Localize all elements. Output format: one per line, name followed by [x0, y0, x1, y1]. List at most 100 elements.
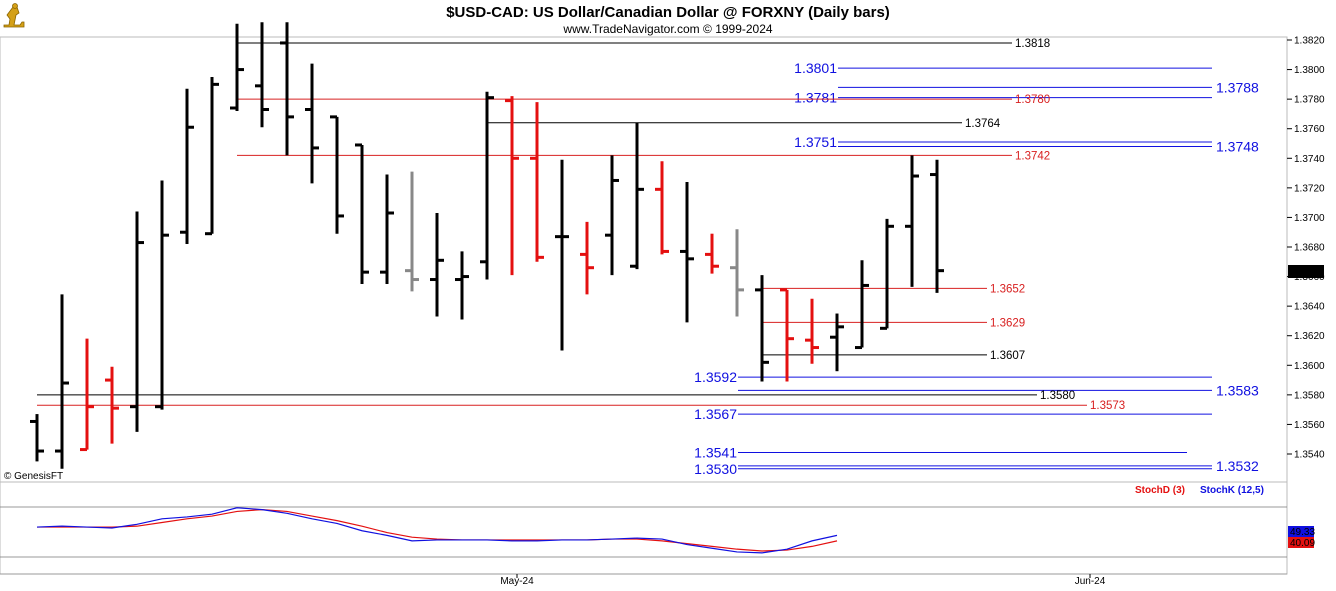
ohlc-bar: [905, 155, 919, 287]
price-level: 1.3788: [838, 79, 1259, 95]
ohlc-bar: [405, 171, 419, 292]
level-label: 1.3652: [990, 283, 1025, 295]
y-tick-label: 1.3580: [1294, 390, 1325, 401]
level-label: 1.3530: [694, 461, 737, 477]
ohlc-bar: [730, 229, 744, 317]
level-label: 1.3567: [694, 406, 737, 422]
stochd-value-box: [1288, 537, 1314, 548]
level-label: 1.3541: [694, 445, 737, 461]
ohlc-bars: [30, 22, 944, 469]
ohlc-bar: [680, 181, 694, 323]
price-level: 1.3573: [37, 400, 1125, 412]
price-panel-frame: [0, 36, 1288, 483]
price-level: 1.3764: [487, 118, 1001, 130]
y-tick-label: 1.3820: [1294, 36, 1325, 47]
price-level: 1.3583: [738, 382, 1259, 398]
y-tick-label: 1.3720: [1294, 183, 1325, 194]
ohlc-bar: [805, 298, 819, 364]
ohlc-bar: [580, 221, 594, 295]
stochk-line: [36, 507, 838, 554]
level-label: 1.3592: [694, 369, 737, 385]
level-label: 1.3532: [1216, 458, 1259, 474]
x-tick-label: May-24: [500, 576, 534, 587]
ohlc-bar: [255, 22, 269, 128]
ohlc-bar: [455, 251, 469, 320]
price-level: 1.3751: [794, 134, 1212, 150]
stochk-legend: StochK (12,5): [1200, 485, 1264, 496]
stochd-value: 40.09: [1290, 538, 1315, 549]
y-tick-label: 1.3620: [1294, 331, 1325, 342]
ohlc-bar: [655, 161, 669, 255]
last-price-box: [1288, 265, 1324, 278]
price-level: 1.3541: [694, 445, 1187, 461]
level-label: 1.3780: [1015, 94, 1050, 106]
x-tick-label: Jun-24: [1075, 576, 1106, 587]
level-label: 1.3607: [990, 350, 1025, 362]
stochk-value-box: [1288, 526, 1314, 537]
level-label: 1.3629: [990, 317, 1025, 329]
ohlc-bar: [305, 63, 319, 184]
y-tick-label: 1.3760: [1294, 124, 1325, 135]
ohlc-bar: [205, 76, 219, 236]
ohlc-bar: [555, 159, 569, 351]
price-level: 1.3592: [694, 369, 1212, 385]
ohlc-bar: [530, 102, 544, 262]
price-level: 1.3818: [237, 38, 1050, 50]
ohlc-bar: [705, 233, 719, 274]
ohlc-bar: [380, 174, 394, 284]
price-y-axis: 1.3820 1.3800 1.3780 1.3760 1.3740 1.3720 1.37…: [1287, 36, 1325, 461]
ohlc-bar: [930, 159, 944, 293]
ohlc-bar: [330, 115, 344, 234]
y-tick-label: 1.3780: [1294, 95, 1325, 106]
level-label: 1.3781: [794, 90, 837, 106]
price-level: 1.3567: [694, 406, 1212, 422]
last-price-label: 1.3664: [1290, 267, 1321, 278]
y-tick-label: 1.3680: [1294, 243, 1325, 254]
y-tick-label: 1.3640: [1294, 302, 1325, 313]
ohlc-bar: [105, 366, 119, 444]
y-tick-label: 1.3540: [1294, 450, 1325, 461]
ohlc-bar: [605, 155, 619, 276]
price-level: 1.3780: [237, 94, 1050, 106]
price-level: 1.3652: [762, 283, 1025, 295]
ohlc-bar: [80, 338, 94, 452]
ohlc-bar: [505, 96, 519, 276]
ohlc-bar: [430, 212, 444, 317]
y-tick-label: 1.3740: [1294, 154, 1325, 165]
level-label: 1.3788: [1216, 79, 1259, 95]
level-label: 1.3573: [1090, 400, 1125, 412]
chart-source: www.TradeNavigator.com © 1999-2024: [562, 22, 772, 36]
price-level: 1.3629: [762, 317, 1025, 329]
ohlc-bar: [855, 260, 869, 350]
ohlc-bar: [280, 22, 294, 156]
y-tick-label: 1.3560: [1294, 420, 1325, 431]
price-level: 1.3781: [794, 90, 1212, 106]
price-level: 1.3742: [237, 150, 1050, 162]
level-label: 1.3580: [1040, 390, 1075, 402]
level-label: 1.3764: [965, 118, 1001, 130]
stochd-line: [37, 508, 838, 552]
price-level: 1.3607: [762, 350, 1025, 362]
ohlc-bar: [180, 88, 194, 245]
price-level: 1.3530: [694, 461, 1212, 477]
stochastic-panel: [36, 507, 838, 554]
level-label: 1.3751: [794, 134, 837, 150]
price-level: 1.3532: [738, 458, 1259, 474]
ohlc-bar: [30, 414, 44, 462]
ohlc-bar: [230, 23, 244, 111]
support-resistance-levels: 1.3818 1.3801 1.3788 1.3781 1.3780 1.3764 1.37…: [37, 38, 1259, 477]
stoch-panel-frame: [0, 481, 1288, 575]
ohlc-bar: [880, 218, 894, 330]
y-tick-label: 1.3700: [1294, 213, 1325, 224]
trader-figure-logo: [3, 3, 25, 28]
stochd-legend: StochD (3): [1135, 485, 1185, 496]
ohlc-bar: [755, 275, 769, 382]
y-tick-label: 1.3600: [1294, 361, 1325, 372]
price-level: 1.3748: [838, 138, 1259, 154]
ohlc-bar: [130, 211, 144, 432]
ohlc-bar: [55, 294, 69, 469]
ohlc-bar: [355, 143, 369, 284]
copyright-label: © GenesisFT: [4, 471, 63, 482]
level-label: 1.3583: [1216, 382, 1259, 398]
